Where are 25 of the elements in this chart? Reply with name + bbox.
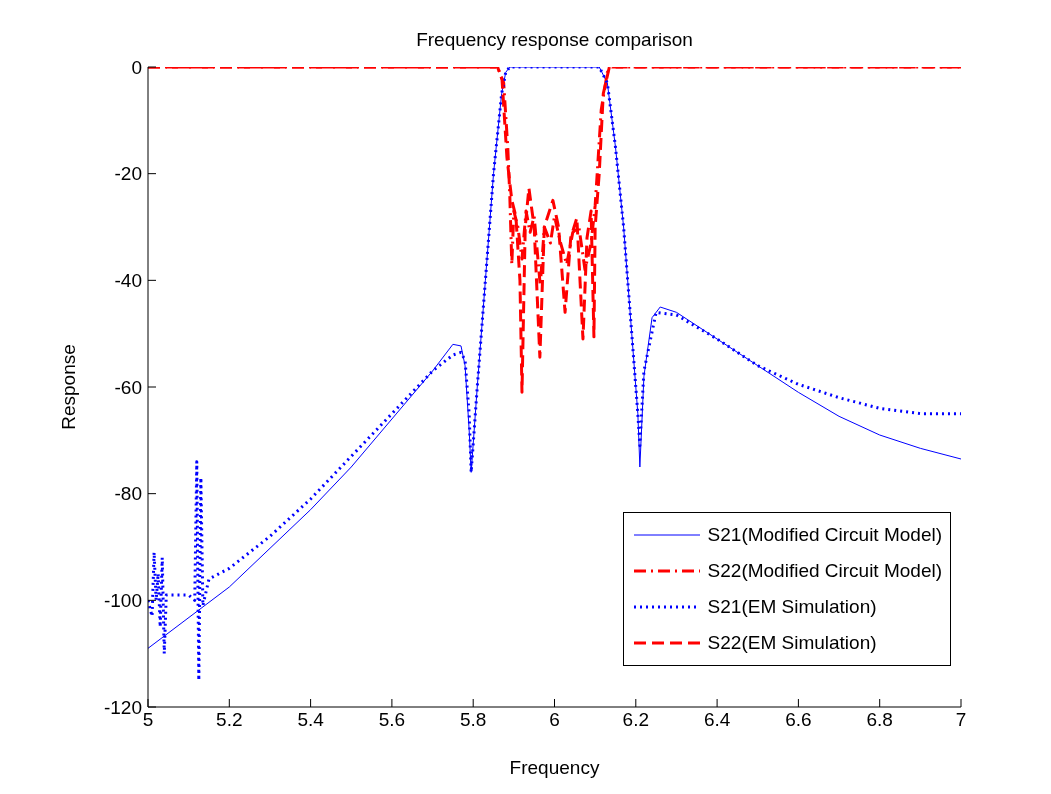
x-axis-title: Frequency <box>509 757 600 778</box>
y-tick-label: 0 <box>131 56 142 78</box>
chart-title: Frequency response comparison <box>415 29 694 51</box>
y-tick-label: -80 <box>114 483 142 505</box>
x-tick-label: 5.2 <box>216 709 243 731</box>
y-tick-label: -100 <box>103 590 142 612</box>
x-tick-label: 6.6 <box>785 709 812 731</box>
x-tick-label: 6.8 <box>866 709 893 731</box>
legend-label: S21(Modified Circuit Model) <box>707 524 942 546</box>
x-tick-label: 5.8 <box>459 709 487 731</box>
x-tick-label: 6.2 <box>622 709 650 731</box>
y-tick-label: -120 <box>103 696 142 718</box>
y-axis-title: Response <box>57 344 79 430</box>
y-tick-label: -40 <box>114 270 142 292</box>
legend-label: S22(EM Simulation) <box>707 632 877 654</box>
x-tick-label: 6 <box>549 709 560 731</box>
legend-label: S22(Modified Circuit Model) <box>707 560 942 582</box>
x-tick-label: 5.4 <box>297 709 325 731</box>
x-tick-label: 6.4 <box>703 709 731 731</box>
y-tick-label: -20 <box>114 163 142 185</box>
x-tick-label: 5 <box>142 709 154 731</box>
x-tick-label: 5.6 <box>378 709 406 731</box>
x-tick-label: 7 <box>955 709 967 731</box>
legend-label: S21(EM Simulation) <box>707 596 877 618</box>
y-tick-label: -60 <box>114 376 142 398</box>
